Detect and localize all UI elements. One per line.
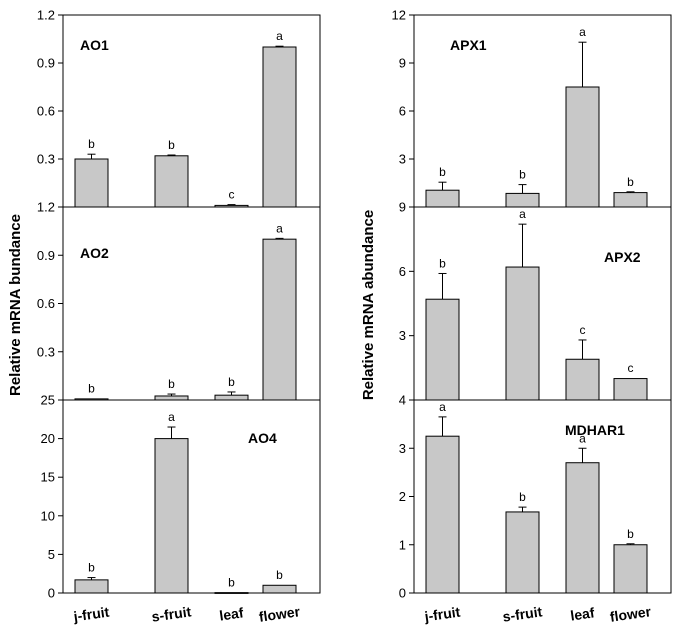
panel-ao2-ytick-label: 0.6 — [37, 296, 55, 311]
panel-ao4-bar-leaf — [214, 592, 249, 594]
panel-apx1-bar-j-fruit — [425, 189, 460, 208]
panel-apx1-significance-letter: b — [439, 165, 446, 179]
panel-ao4-significance-letter: b — [228, 575, 235, 589]
panel-apx2-significance-letter: c — [580, 323, 586, 337]
panel-mdhar1-ytick-label: 0 — [399, 586, 406, 601]
panel-ao2-ytick-label: 0.9 — [37, 248, 55, 263]
panel-apx1-ytick-label: 6 — [399, 104, 406, 119]
panel-apx1-ytick-label: 3 — [399, 152, 406, 167]
panel-mdhar1-ytick-label: 3 — [399, 441, 406, 456]
panel-apx2-bar-s-fruit — [505, 266, 540, 401]
panel-apx2-significance-letter: a — [519, 207, 526, 221]
panel-apx1-significance-letter: a — [579, 25, 586, 39]
panel-ao1-title: AO1 — [80, 37, 109, 53]
panel-mdhar1-xtick-label: j-fruit — [423, 604, 462, 625]
panel-ao4-significance-letter: a — [168, 410, 175, 424]
panel-ao4-bar-flower — [262, 584, 297, 594]
panel-apx2-ytick-label: 9 — [399, 200, 406, 215]
panel-apx1-ytick-label: 9 — [399, 56, 406, 71]
panel-ao1-significance-letter: c — [229, 188, 235, 202]
panel-mdhar1-ytick-label: 2 — [399, 489, 406, 504]
panel-apx1-bar-leaf — [565, 86, 600, 208]
panel-ao2-title: AO2 — [80, 245, 109, 261]
panel-ao2-significance-letter: b — [228, 375, 235, 389]
panel-ao1-ytick-label: 1.2 — [37, 8, 55, 23]
panel-apx1-ytick-label: 12 — [392, 8, 406, 23]
panel-ao4-significance-letter: b — [88, 561, 95, 575]
panel-apx2-ytick-label: 3 — [399, 328, 406, 343]
panel-ao4-ytick-label: 15 — [41, 470, 55, 485]
panel-apx1-title: APX1 — [450, 37, 487, 53]
panel-ao4-title: AO4 — [248, 430, 277, 446]
panel-ao1-bar-s-fruit — [154, 155, 189, 208]
panel-ao1-ytick-label: 0.9 — [37, 56, 55, 71]
panel-mdhar1-title: MDHAR1 — [565, 422, 625, 438]
panel-apx2-bar-flower — [613, 378, 648, 401]
panel-ao2-bar-flower — [262, 238, 297, 401]
left-y-axis-label: Relative mRNA bundance — [7, 214, 24, 396]
panel-mdhar1-significance-letter: b — [627, 527, 634, 541]
panel-apx2-significance-letter: b — [439, 256, 446, 270]
panel-apx2-bar-leaf — [565, 358, 600, 401]
panel-mdhar1-bar-flower — [613, 544, 648, 594]
panel-ao1-significance-letter: a — [276, 29, 283, 43]
panel-ao4-xtick-label: s-fruit — [151, 603, 193, 624]
panel-ao1-bar-j-fruit — [74, 158, 109, 208]
panel-ao2-ytick-label: 1.2 — [37, 200, 55, 215]
panel-ao4-ytick-label: 20 — [41, 431, 55, 446]
panel-ao1-significance-letter: b — [168, 138, 175, 152]
panel-apx1-bar-s-fruit — [505, 192, 540, 208]
panel-ao4-ytick-label: 10 — [41, 508, 55, 523]
panel-apx2-significance-letter: c — [628, 361, 634, 375]
panel-ao2-bar-leaf — [214, 394, 249, 401]
panel-ao4-ytick-label: 0 — [48, 586, 55, 601]
panel-apx2-bar-j-fruit — [425, 298, 460, 401]
panel-ao2-significance-letter: a — [276, 221, 283, 235]
panel-mdhar1-significance-letter: a — [579, 431, 586, 445]
panel-mdhar1-significance-letter: a — [439, 400, 446, 414]
panel-apx1-significance-letter: b — [627, 175, 634, 189]
panel-apx2-title: APX2 — [604, 249, 641, 265]
panel-mdhar1-bar-j-fruit — [425, 435, 460, 594]
panel-ao2-significance-letter: b — [168, 377, 175, 391]
panel-mdhar1-bar-leaf — [565, 462, 600, 594]
panel-ao2-bar-s-fruit — [154, 395, 189, 401]
panel-mdhar1-xtick-label: s-fruit — [502, 603, 544, 624]
panel-ao4-ytick-label: 25 — [41, 393, 55, 408]
panel-mdhar1-xtick-label: flower — [609, 603, 653, 625]
panel-ao4-frame — [62, 399, 321, 594]
panel-ao4-ytick-label: 5 — [48, 547, 55, 562]
panel-mdhar1-significance-letter: b — [519, 490, 526, 504]
right-y-axis-label: Relative mRNA abundance — [360, 210, 377, 400]
panel-ao4-xtick-label: j-fruit — [72, 604, 111, 625]
panel-ao2-ytick-label: 0.3 — [37, 344, 55, 359]
panel-ao1-bar-flower — [262, 46, 297, 208]
panel-mdhar1-bar-s-fruit — [505, 511, 540, 594]
panel-ao4-bar-s-fruit — [154, 438, 189, 594]
panel-ao4-xtick-label: flower — [258, 603, 302, 625]
panel-ao1-ytick-label: 0.3 — [37, 152, 55, 167]
panel-ao4-xtick-label: leaf — [218, 604, 244, 623]
panel-mdhar1-ytick-label: 4 — [399, 393, 406, 408]
panel-apx1-significance-letter: b — [519, 168, 526, 182]
panel-mdhar1-ytick-label: 1 — [399, 537, 406, 552]
panel-apx1-bar-flower — [613, 192, 648, 208]
panel-ao1-ytick-label: 0.6 — [37, 104, 55, 119]
panel-apx2-ytick-label: 6 — [399, 264, 406, 279]
panel-mdhar1-xtick-label: leaf — [569, 604, 595, 623]
panel-ao4-significance-letter: b — [276, 568, 283, 582]
panel-ao1-significance-letter: b — [88, 137, 95, 151]
panel-ao4-bar-j-fruit — [74, 579, 109, 594]
panel-ao2-significance-letter: b — [88, 381, 95, 395]
